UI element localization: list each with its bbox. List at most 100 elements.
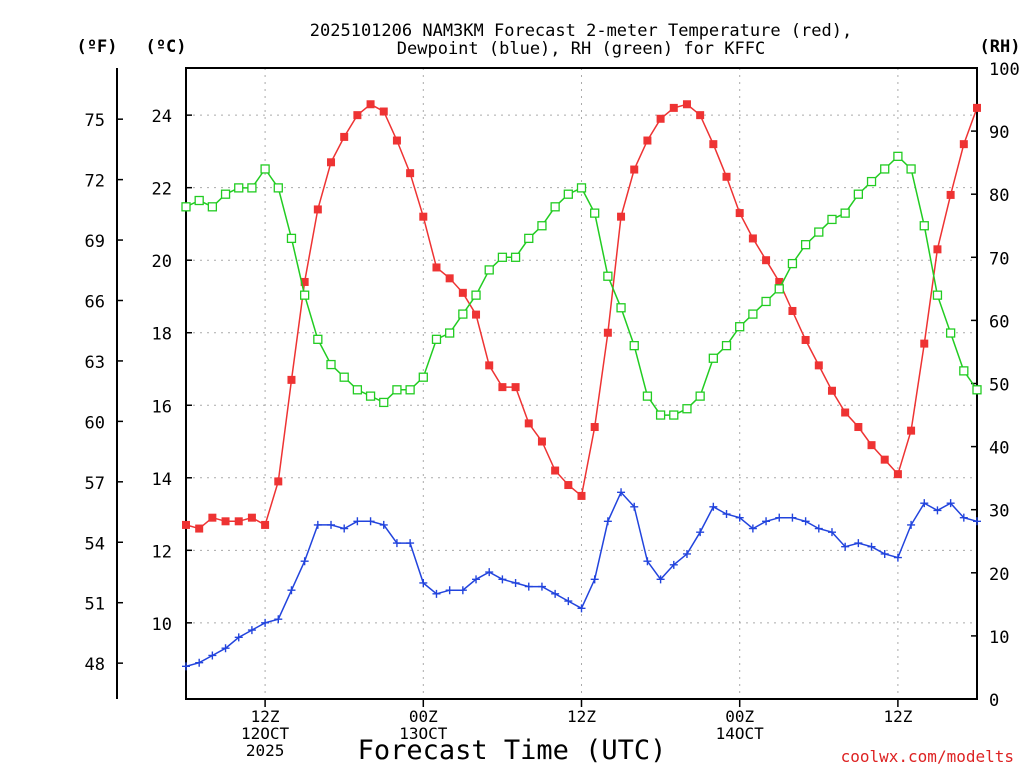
dewpoint-point <box>880 549 889 558</box>
dewpoint-point <box>682 549 691 558</box>
rh-tick-label: 60 <box>989 312 1009 332</box>
chart-title-line2: Dewpoint (blue), RH (green) for KFFC <box>397 39 765 59</box>
rh-point <box>721 340 732 351</box>
temperature-point <box>406 169 415 178</box>
rh-point <box>431 334 442 344</box>
celsius-unit-label: (ºC) <box>146 37 187 57</box>
dewpoint-point <box>195 658 204 667</box>
temperature-point <box>682 100 691 109</box>
x-tick-label: 14OCT <box>716 724 765 743</box>
rh-point <box>392 385 402 395</box>
dewpoint-point <box>617 488 626 497</box>
rh-point <box>550 202 560 212</box>
rh-point <box>365 391 376 401</box>
rh-point <box>866 176 877 187</box>
dewpoint-point <box>630 502 639 511</box>
rh-tick-label: 90 <box>989 123 1009 143</box>
dewpoint-point <box>432 589 441 598</box>
temperature-point <box>722 172 731 181</box>
temperature-point <box>353 111 362 120</box>
rh-point <box>827 214 837 225</box>
dewpoint-point <box>327 520 336 529</box>
rh-point <box>220 189 231 199</box>
dewpoint-point <box>814 524 823 533</box>
dewpoint-point <box>907 520 916 529</box>
temperature-point <box>893 470 902 479</box>
rh-point <box>735 322 745 332</box>
rh-point <box>616 303 626 313</box>
temperature-point <box>603 328 612 337</box>
dewpoint-point <box>735 513 744 522</box>
fahrenheit-tick-label: 60 <box>85 413 105 433</box>
dewpoint-point <box>458 586 467 595</box>
rh-point <box>418 372 428 382</box>
rh-point <box>959 366 969 376</box>
temperature-point <box>959 140 968 149</box>
rh-point <box>234 183 244 193</box>
rh-point <box>207 202 218 212</box>
rh-point <box>840 208 850 218</box>
temperature-point <box>643 136 652 145</box>
rh-point <box>669 410 679 420</box>
temperature-point <box>379 107 388 116</box>
celsius-tick-label: 10 <box>152 615 172 635</box>
rh-point <box>326 359 336 370</box>
fahrenheit-tick-label: 54 <box>85 534 105 554</box>
temperature-point <box>841 408 850 417</box>
dewpoint-point <box>485 568 494 577</box>
x-tick-label: 00Z <box>409 707 438 726</box>
rh-tick-label: 10 <box>989 628 1009 648</box>
temperature-point <box>946 190 955 199</box>
dewpoint-point <box>379 520 388 529</box>
dewpoint-point <box>709 502 718 511</box>
celsius-tick-label: 18 <box>152 325 172 345</box>
rh-point <box>919 221 929 231</box>
rh-point <box>761 296 771 307</box>
fahrenheit-tick-label: 48 <box>85 655 105 675</box>
rh-point <box>379 397 389 408</box>
x-tick-label: 12Z <box>567 707 596 726</box>
temperature-point <box>313 205 322 214</box>
watermark: coolwx.com/modelts <box>841 747 1014 766</box>
dewpoint-point <box>643 557 652 566</box>
dewpoint-point <box>261 618 270 627</box>
rh-point <box>787 258 798 269</box>
rh-point <box>537 221 547 231</box>
dewpoint-point <box>353 517 362 526</box>
rh-point <box>655 410 666 420</box>
rh-tick-label: 70 <box>989 249 1009 269</box>
dewpoint-point <box>801 517 810 526</box>
rh-point <box>590 208 600 218</box>
temperature-point <box>485 361 494 370</box>
dewpoint-point <box>274 615 283 624</box>
rh-point <box>273 183 283 193</box>
dewpoint-point <box>551 589 560 598</box>
temperature-point <box>735 209 744 218</box>
dewpoint-point <box>577 604 586 613</box>
dewpoint-point <box>208 651 217 660</box>
rh-point <box>352 385 363 395</box>
rh-point <box>972 385 982 395</box>
rh-point <box>194 195 204 206</box>
rh-point <box>629 340 639 351</box>
temperature-point <box>748 234 757 243</box>
dewpoint-point <box>867 542 876 551</box>
rh-point <box>510 252 521 262</box>
rh-point <box>853 189 863 199</box>
fahrenheit-tick-label: 75 <box>85 111 105 131</box>
temperature-point <box>973 103 981 112</box>
fahrenheit-tick-label: 63 <box>85 353 105 373</box>
x-tick-label: 12Z <box>251 707 280 726</box>
rh-point <box>247 183 257 193</box>
temperature-point <box>234 517 243 526</box>
rh-point <box>260 164 270 174</box>
temperature-point <box>419 212 428 221</box>
dewpoint-point <box>366 517 375 526</box>
temperature-point <box>392 136 401 145</box>
chart-title-line1: 2025101206 NAM3KM Forecast 2-meter Tempe… <box>310 21 852 41</box>
dewpoint-point <box>946 499 955 508</box>
temperature-point <box>247 513 256 522</box>
rh-point <box>563 189 573 199</box>
dewpoint-point <box>511 578 520 587</box>
